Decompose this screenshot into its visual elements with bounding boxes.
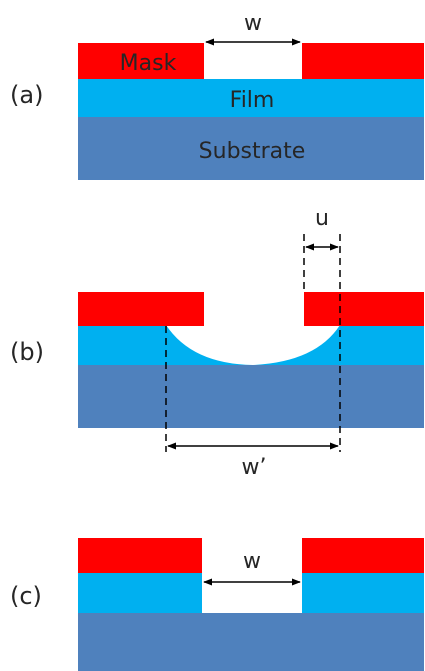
etched-width-label: w’: [242, 455, 267, 480]
mask-left: [78, 43, 204, 79]
mask-left: [78, 292, 204, 326]
panel-b-label: (b): [10, 338, 44, 366]
film-layer: [78, 79, 424, 117]
substrate-layer: [78, 613, 424, 671]
film-label: Film: [230, 88, 275, 113]
panel-c-label: (c): [10, 582, 42, 610]
mask-right: [302, 43, 424, 79]
panel-a: (a) Mask Film Substrate w: [10, 11, 424, 180]
substrate-layer: [78, 117, 424, 180]
panel-c: (c) w: [10, 538, 424, 671]
substrate-layer: [78, 365, 424, 428]
substrate-label: Substrate: [199, 139, 306, 164]
mask-label: Mask: [120, 51, 177, 76]
mask-right: [302, 538, 424, 573]
mask-left: [78, 538, 202, 573]
mask-right: [304, 292, 424, 326]
film-layer-left: [78, 573, 202, 613]
width-label: w: [243, 549, 261, 574]
isotropic-etch-cavity: [166, 325, 340, 365]
undercut-label: u: [315, 206, 329, 231]
panel-a-label: (a): [10, 81, 43, 109]
panel-b: (b) u w’: [10, 206, 424, 480]
width-label: w: [244, 11, 262, 36]
film-layer-right: [302, 573, 424, 613]
